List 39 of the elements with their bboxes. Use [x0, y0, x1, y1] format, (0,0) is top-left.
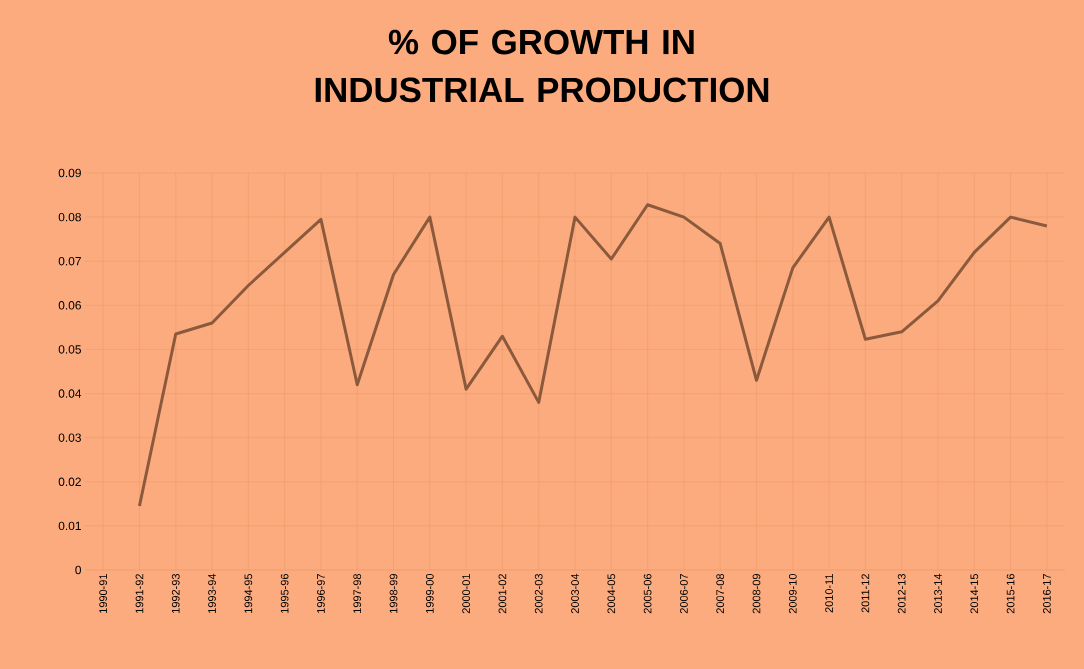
y-tick-label: 0.02 — [58, 477, 81, 486]
x-tick-label: 2016-17 — [1042, 574, 1051, 614]
x-tick-label: 2007-08 — [716, 574, 725, 614]
x-tick-label: 2009-10 — [788, 573, 797, 614]
x-tick-label: 1996-97 — [317, 574, 325, 613]
x-tick-label: 2010-11 — [825, 574, 833, 613]
x-tick-label: 1992-93 — [171, 574, 180, 613]
y-tick-label: 0.07 — [58, 256, 81, 266]
x-tick-label: 1994-95 — [244, 574, 253, 613]
x-tick-label: 2003-04 — [571, 573, 579, 614]
x-tick-label: 1995-96 — [280, 574, 289, 613]
x-tick-label: 2004-05 — [607, 574, 616, 614]
x-tick-label: 1993-94 — [208, 573, 216, 613]
x-tick-label: 1991-92 — [135, 574, 144, 613]
x-tick-label: 2013-14 — [934, 573, 942, 614]
x-tick-label: 2014-15 — [970, 574, 979, 614]
y-tick-label: 0.01 — [58, 521, 81, 531]
x-tick-label: 1998-99 — [389, 574, 398, 613]
x-tick-label: 2001-02 — [498, 574, 507, 614]
x-tick-label: 2006-07 — [680, 574, 688, 614]
line-series — [137, 203, 1049, 508]
y-tick-label: 0.06 — [58, 301, 81, 310]
y-tick-label: 0.03 — [58, 433, 81, 442]
x-tick-label: 2002-03 — [534, 574, 543, 614]
y-tick-label: 0 — [75, 565, 82, 575]
x-tick-label: 2008-09 — [752, 574, 761, 614]
x-tick-label: 1990-91 — [99, 574, 108, 613]
x-tick-label: 2011-12 — [861, 574, 870, 613]
y-tick-label: 0.04 — [58, 389, 82, 398]
x-tick-label: 2005-06 — [643, 574, 652, 614]
x-tick-label: 1999-00 — [425, 573, 434, 613]
y-tick-label: 0.08 — [58, 212, 81, 222]
x-tick-label: 2012-13 — [897, 574, 906, 614]
chart-title: % OF GROWTH IN INDUSTRIAL PRODUCTION — [315, 29, 769, 103]
x-tick-label: 1997-98 — [353, 574, 362, 613]
x-tick-label: 2015-16 — [1006, 574, 1015, 614]
y-tick-label: 0.09 — [58, 168, 81, 178]
y-tick-label: 0.05 — [58, 345, 81, 354]
x-tick-label: 2000-01 — [462, 574, 470, 614]
